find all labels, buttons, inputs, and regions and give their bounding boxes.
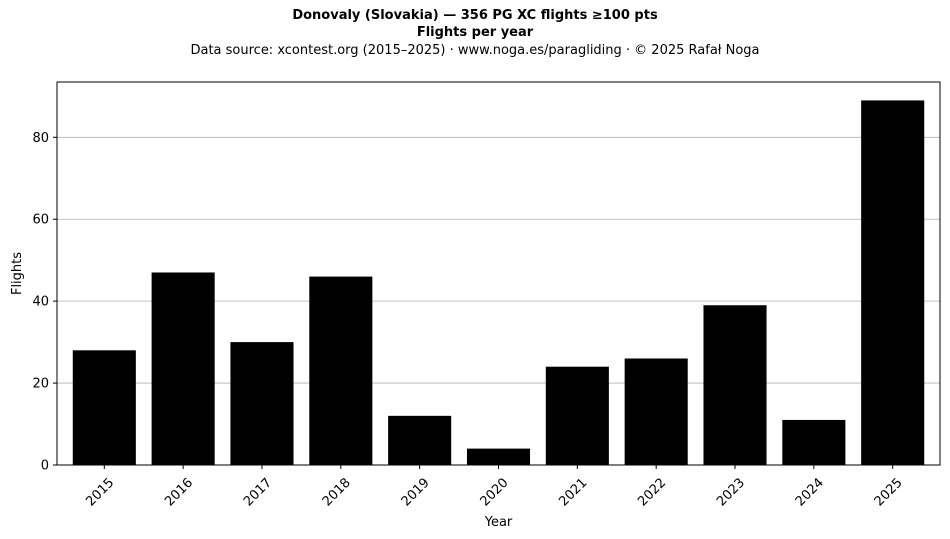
x-tick-label-2021: 2021 [556,475,590,509]
x-tick-label-2025: 2025 [872,475,906,509]
x-tick-label-2015: 2015 [83,475,117,509]
chart-title: Donovaly (Slovakia) — 356 PG XC flights … [292,8,658,23]
y-axis-label: Flights [10,252,25,295]
x-tick-label-2022: 2022 [635,475,669,509]
bar-2015 [72,350,136,465]
y-axis-ticks: 0 20 40 60 80 [32,131,57,474]
bar-2022 [624,358,688,465]
y-tick-label-20: 20 [32,377,49,392]
bar-2021 [545,366,609,465]
bars [72,100,925,465]
bar-2023 [703,305,767,465]
x-tick-label-2017: 2017 [241,475,275,509]
x-tick-label-2024: 2024 [793,475,827,509]
x-axis-label: Year [484,515,513,530]
x-tick-label-2016: 2016 [162,475,196,509]
y-tick-label-0: 0 [41,459,49,474]
bar-2024 [782,419,846,465]
y-tick-label-80: 80 [32,131,49,146]
x-tick-label-2023: 2023 [714,475,748,509]
x-tick-label-2020: 2020 [478,475,512,509]
bar-2018 [309,276,373,465]
y-tick-label-60: 60 [32,213,49,228]
chart-source-note: Data source: xcontest.org (2015–2025) · … [190,43,760,58]
chart-subtitle: Flights per year [416,25,534,40]
bar-2016 [151,272,215,465]
bar-2025 [861,100,925,465]
bar-2020 [466,448,531,465]
x-tick-label-2018: 2018 [320,475,354,509]
bar-2017 [230,342,294,465]
x-tick-label-2019: 2019 [399,475,433,509]
bar-2019 [388,415,452,465]
x-axis-ticks: 2015 2016 2017 2018 2019 2020 2021 2022 2023 2024… [83,465,906,509]
y-tick-label-40: 40 [32,295,49,310]
